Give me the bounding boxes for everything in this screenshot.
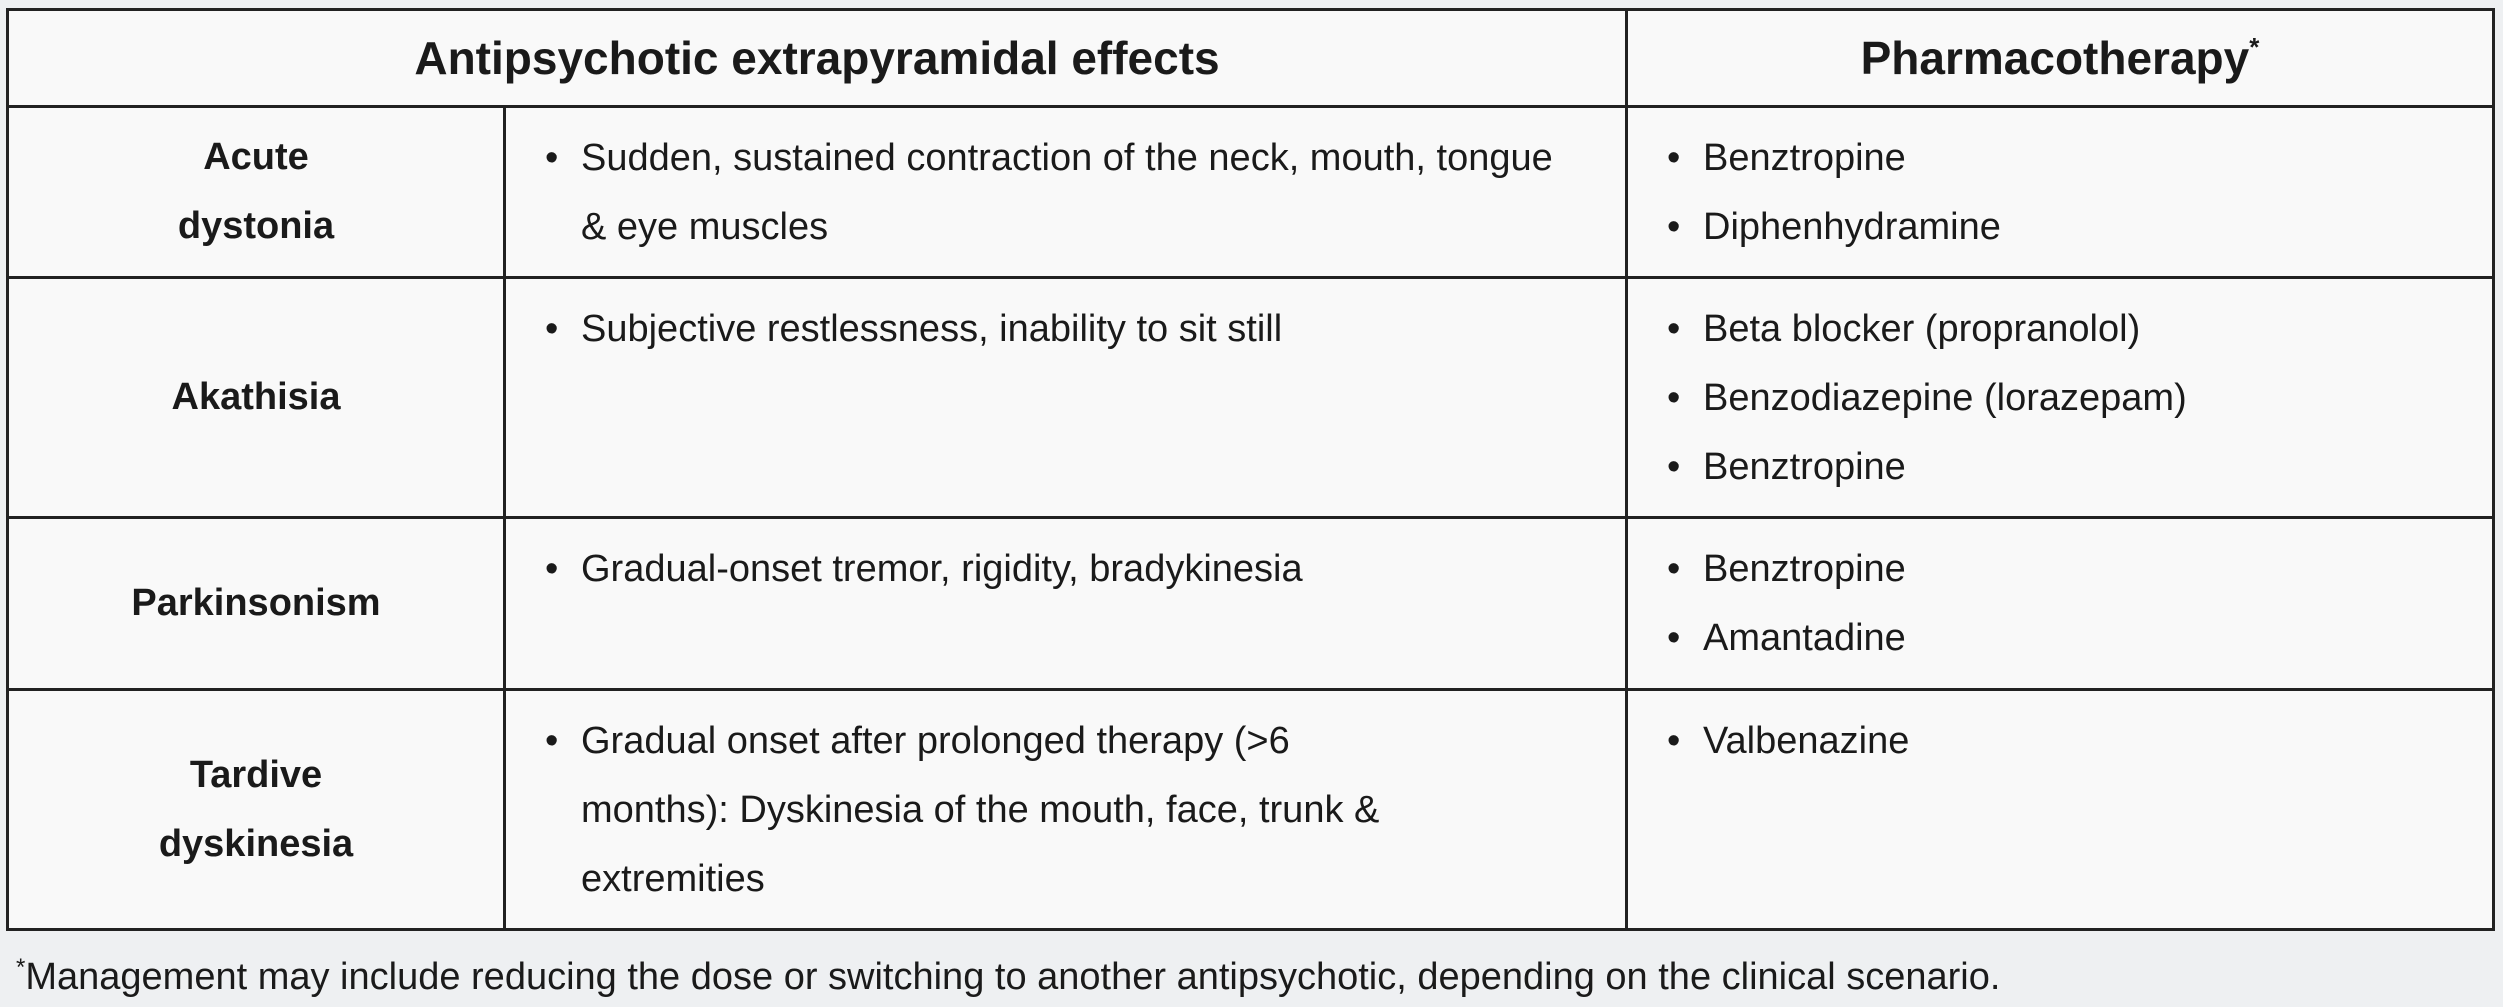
therapy: Benztropine xyxy=(1667,433,2472,502)
therapy-list: BenztropineDiphenhydramine xyxy=(1628,124,2472,262)
header-cell: Antipsychotic extrapyramidal effects xyxy=(6,8,1628,108)
footnote-marker: * xyxy=(2249,31,2260,62)
effect: Sudden, sustained contraction of the nec… xyxy=(545,124,1581,262)
therapy-list: Beta blocker (propranolol)Benzodiazepine… xyxy=(1628,295,2472,502)
header-cell: Pharmacotherapy* xyxy=(1625,8,2495,108)
therapy-cell: BenztropineAmantadine xyxy=(1625,516,2495,691)
effect: Subjective restlessness, inability to si… xyxy=(545,295,1581,364)
therapy: Diphenhydramine xyxy=(1667,193,2472,262)
effects-cell: Sudden, sustained contraction of the nec… xyxy=(503,105,1628,279)
row: Akathisia Subjective restlessness, inabi… xyxy=(6,276,2495,519)
row: Tardive dyskinesia Gradual onset after p… xyxy=(6,688,2495,931)
therapy: Valbenazine xyxy=(1667,707,2472,776)
row: Acute dystonia Sudden, sustained contrac… xyxy=(6,105,2495,279)
row-name: Acute dystonia xyxy=(177,136,335,247)
effects-cell: Gradual-onset tremor, rigidity, bradykin… xyxy=(503,516,1628,691)
footnote: *Management may include reducing the dos… xyxy=(16,950,2000,1004)
name-cell: Tardive dyskinesia xyxy=(6,688,506,931)
effects-cell: Subjective restlessness, inability to si… xyxy=(503,276,1628,519)
row-name: Akathisia xyxy=(171,376,341,418)
effect: Gradual-onset tremor, rigidity, bradykin… xyxy=(545,535,1581,604)
effect: Gradual onset after prolonged therapy (>… xyxy=(545,707,1381,914)
footnote-marker: * xyxy=(16,954,26,981)
header-row: Antipsychotic extrapyramidal effects Pha… xyxy=(6,8,2495,108)
effects-list: Gradual onset after prolonged therapy (>… xyxy=(506,707,1381,914)
therapy: Amantadine xyxy=(1667,604,2472,673)
therapy: Beta blocker (propranolol) xyxy=(1667,295,2472,364)
effects-cell: Gradual onset after prolonged therapy (>… xyxy=(503,688,1628,931)
therapy-list: BenztropineAmantadine xyxy=(1628,535,2472,673)
row-name: Parkinsonism xyxy=(131,582,381,624)
therapy-cell: Valbenazine xyxy=(1625,688,2495,931)
therapy: Benztropine xyxy=(1667,124,2472,193)
name-cell: Akathisia xyxy=(6,276,506,519)
footnote-text: Management may include reducing the dose… xyxy=(25,956,2001,998)
name-cell: Parkinsonism xyxy=(6,516,506,691)
row: Parkinsonism Gradual-onset tremor, rigid… xyxy=(6,516,2495,691)
effects-table: Antipsychotic extrapyramidal effects Pha… xyxy=(6,8,2495,931)
name-cell: Acute dystonia xyxy=(6,105,506,279)
effects-list: Sudden, sustained contraction of the nec… xyxy=(506,124,1581,262)
row-name: Tardive dyskinesia xyxy=(158,753,354,865)
header-text: Pharmacotherapy xyxy=(1860,31,2250,84)
therapy-cell: BenztropineDiphenhydramine xyxy=(1625,105,2495,279)
therapy-cell: Beta blocker (propranolol)Benzodiazepine… xyxy=(1625,276,2495,519)
effects-list: Subjective restlessness, inability to si… xyxy=(506,295,1581,364)
effects-list: Gradual-onset tremor, rigidity, bradykin… xyxy=(506,535,1581,604)
therapy: Benztropine xyxy=(1667,535,2472,604)
therapy: Benzodiazepine (lorazepam) xyxy=(1667,364,2472,433)
therapy-list: Valbenazine xyxy=(1628,707,2472,776)
